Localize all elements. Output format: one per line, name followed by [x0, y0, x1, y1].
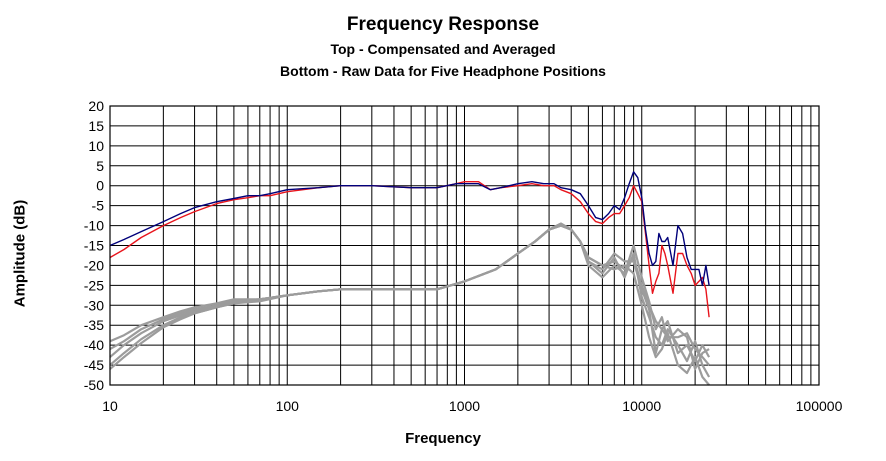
- series-line-red: [109, 180, 710, 318]
- y-tick-label: 15: [88, 118, 104, 134]
- series-layer: [109, 171, 711, 386]
- chart-title: Frequency Response: [346, 14, 540, 35]
- series-line-blue: [109, 171, 710, 287]
- x-tick-label: 10000: [622, 398, 661, 414]
- grid-lines: [110, 106, 819, 385]
- chart-subtitle-bottom: Bottom - Raw Data for Five Headphone Pos…: [280, 63, 606, 79]
- x-tick-label: 10: [102, 398, 118, 414]
- y-tick-label: -10: [84, 218, 104, 234]
- tick-labels: 20 15 10 5 0 -5 -10 -15 -20 -25 -30 -35 -40 -45 -50 10 1…: [84, 98, 843, 414]
- x-axis-label: Frequency: [405, 430, 481, 447]
- y-tick-label: -45: [84, 357, 104, 373]
- plot-border: [109, 105, 820, 386]
- chart-subtitle-top: Top - Compensated and Averaged: [330, 41, 556, 57]
- y-tick-label: 10: [88, 138, 104, 154]
- y-tick-label: -20: [84, 257, 104, 273]
- x-tick-label: 1000: [449, 398, 480, 414]
- y-tick-label: -35: [84, 317, 104, 333]
- y-tick-label: 5: [96, 158, 104, 174]
- y-tick-label: -15: [84, 238, 104, 254]
- y-tick-label: -25: [84, 277, 104, 293]
- y-tick-label: 0: [96, 178, 104, 194]
- y-tick-label: -30: [84, 297, 104, 313]
- series-line-gray: [109, 224, 710, 386]
- y-tick-label: -40: [84, 337, 104, 353]
- y-tick-label: 20: [88, 98, 104, 114]
- y-tick-label: -5: [92, 198, 105, 214]
- x-tick-label: 100000: [796, 398, 843, 414]
- x-tick-label: 100: [276, 398, 300, 414]
- y-tick-label: -50: [84, 377, 104, 393]
